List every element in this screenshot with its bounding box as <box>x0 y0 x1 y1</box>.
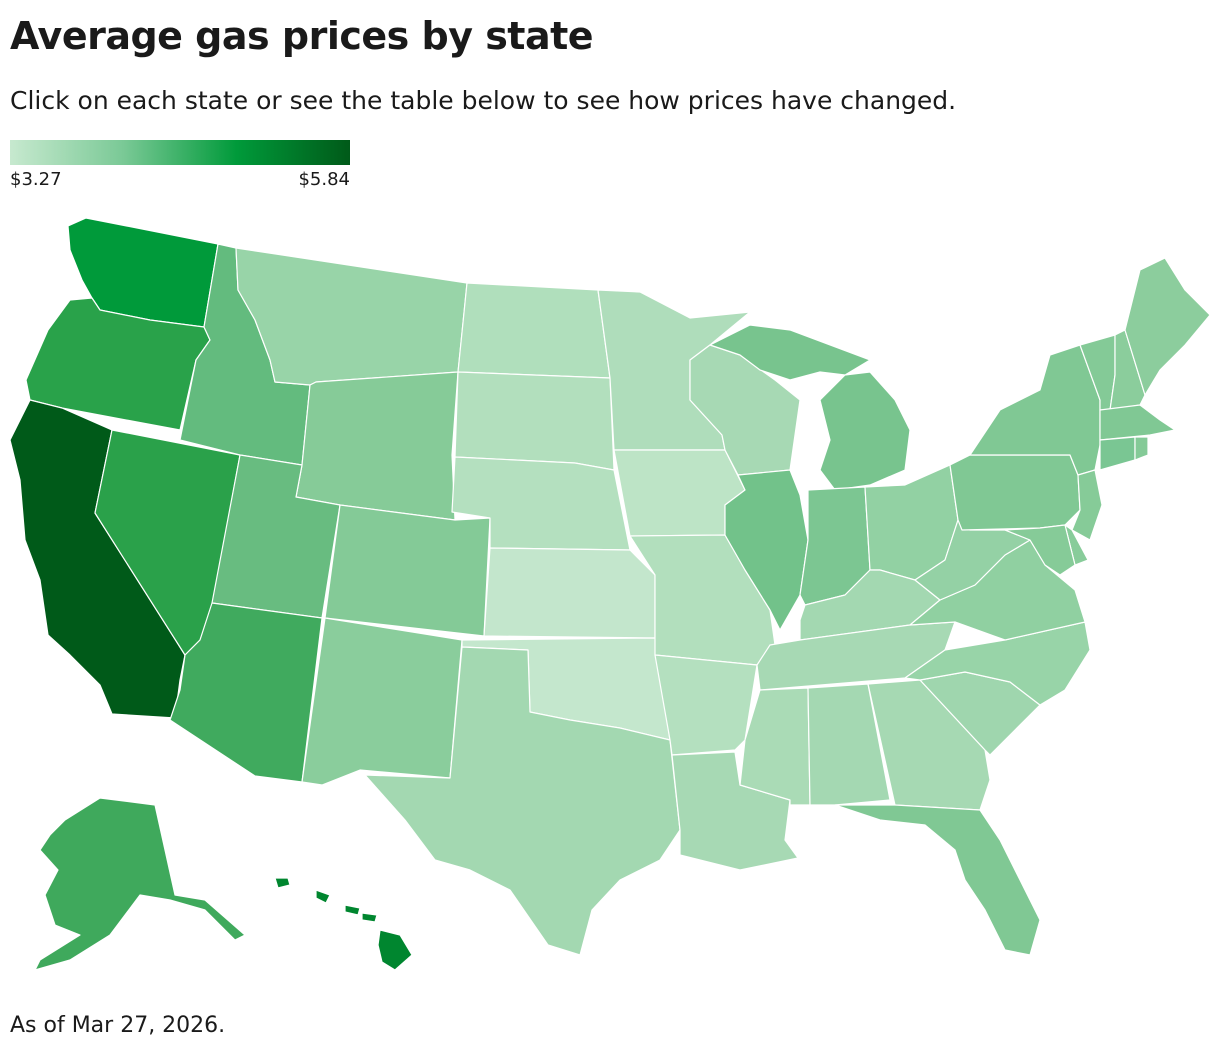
us-state-map <box>9 217 1211 971</box>
as-of-date: As of Mar 27, 2026. <box>10 1013 226 1038</box>
state-al[interactable] <box>807 683 891 806</box>
state-ar[interactable] <box>654 654 758 756</box>
state-sd[interactable] <box>454 371 615 471</box>
state-nm[interactable] <box>301 617 463 786</box>
state-hi[interactable] <box>274 877 413 971</box>
state-ks[interactable] <box>483 547 656 639</box>
state-la[interactable] <box>671 751 799 871</box>
state-nj[interactable] <box>1071 469 1103 541</box>
state-pa[interactable] <box>949 454 1081 531</box>
state-il[interactable] <box>724 469 809 631</box>
state-az[interactable] <box>169 602 323 783</box>
state-mt[interactable] <box>235 247 468 386</box>
state-fl[interactable] <box>834 804 1041 956</box>
state-wy[interactable] <box>295 371 459 521</box>
state-ny[interactable] <box>969 344 1101 476</box>
color-legend: $3.27 $5.84 <box>10 140 350 195</box>
state-me[interactable] <box>1124 257 1211 396</box>
legend-max-label: $5.84 <box>298 169 350 190</box>
state-ak[interactable] <box>34 797 246 971</box>
state-nd[interactable] <box>457 282 611 379</box>
state-ct[interactable] <box>1099 436 1136 471</box>
page-subtitle: Click on each state or see the table bel… <box>10 86 957 115</box>
page-title: Average gas prices by state <box>10 14 594 58</box>
state-ri[interactable] <box>1134 436 1149 461</box>
state-ma[interactable] <box>1099 404 1176 441</box>
state-co[interactable] <box>324 504 491 637</box>
state-nc[interactable] <box>904 621 1091 706</box>
legend-min-label: $3.27 <box>10 169 62 190</box>
state-or[interactable] <box>25 297 211 431</box>
legend-gradient-bar <box>10 140 350 165</box>
state-mi[interactable] <box>709 324 911 491</box>
state-md[interactable] <box>1004 524 1076 576</box>
state-tx[interactable] <box>364 646 681 956</box>
